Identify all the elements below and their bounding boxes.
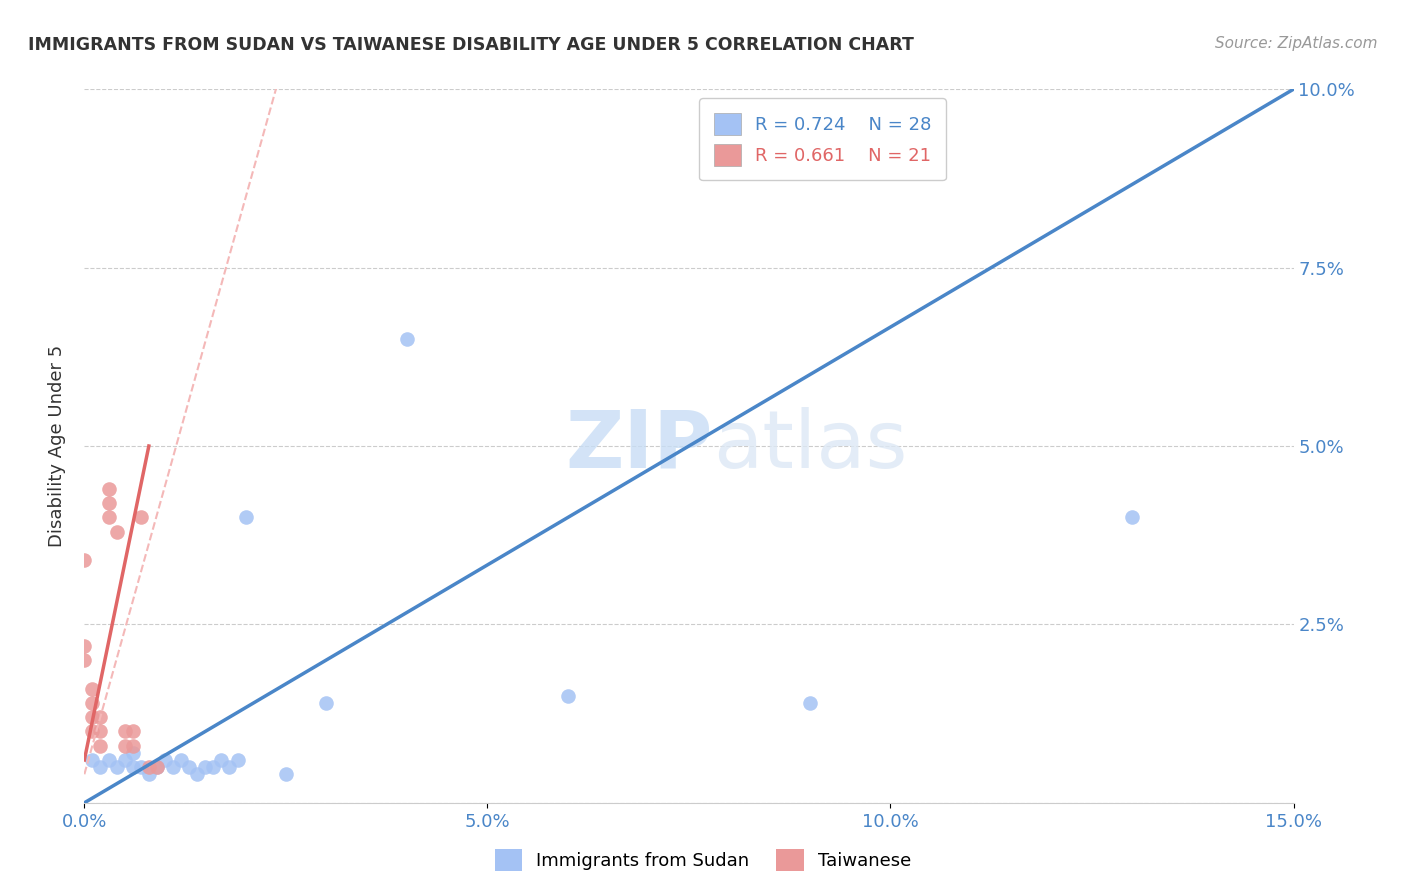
Point — [73, 639, 96, 653]
Point — [194, 760, 217, 774]
Point — [186, 767, 208, 781]
Point — [202, 760, 225, 774]
Point — [82, 681, 104, 696]
Point — [138, 767, 160, 781]
Point — [129, 760, 152, 774]
Point — [226, 753, 249, 767]
Point — [89, 760, 111, 774]
Point — [146, 760, 169, 774]
Point — [82, 696, 104, 710]
Point — [121, 724, 143, 739]
Point — [235, 510, 257, 524]
Point — [170, 753, 193, 767]
Point — [799, 696, 821, 710]
Point — [209, 753, 232, 767]
Point — [121, 760, 143, 774]
Point — [82, 753, 104, 767]
Point — [557, 689, 579, 703]
Point — [82, 724, 104, 739]
Point — [162, 760, 184, 774]
Point — [82, 710, 104, 724]
Point — [105, 524, 128, 539]
Point — [138, 760, 160, 774]
Point — [105, 760, 128, 774]
Point — [97, 753, 120, 767]
Point — [97, 510, 120, 524]
Point — [218, 760, 240, 774]
Legend: Immigrants from Sudan, Taiwanese: Immigrants from Sudan, Taiwanese — [488, 842, 918, 879]
Point — [121, 739, 143, 753]
Point — [73, 553, 96, 567]
Point — [274, 767, 297, 781]
Legend: R = 0.724    N = 28, R = 0.661    N = 21: R = 0.724 N = 28, R = 0.661 N = 21 — [699, 98, 946, 180]
Text: Source: ZipAtlas.com: Source: ZipAtlas.com — [1215, 36, 1378, 51]
Point — [89, 724, 111, 739]
Text: atlas: atlas — [713, 407, 907, 485]
Point — [114, 724, 136, 739]
Point — [121, 746, 143, 760]
Point — [114, 739, 136, 753]
Point — [395, 332, 418, 346]
Point — [97, 496, 120, 510]
Point — [97, 482, 120, 496]
Point — [1121, 510, 1143, 524]
Point — [146, 760, 169, 774]
Point — [129, 510, 152, 524]
Point — [839, 125, 862, 139]
Point — [89, 739, 111, 753]
Y-axis label: Disability Age Under 5: Disability Age Under 5 — [48, 345, 66, 547]
Point — [114, 753, 136, 767]
Text: ZIP: ZIP — [565, 407, 713, 485]
Point — [73, 653, 96, 667]
Point — [315, 696, 337, 710]
Point — [89, 710, 111, 724]
Point — [153, 753, 176, 767]
Point — [179, 760, 201, 774]
Text: IMMIGRANTS FROM SUDAN VS TAIWANESE DISABILITY AGE UNDER 5 CORRELATION CHART: IMMIGRANTS FROM SUDAN VS TAIWANESE DISAB… — [28, 36, 914, 54]
